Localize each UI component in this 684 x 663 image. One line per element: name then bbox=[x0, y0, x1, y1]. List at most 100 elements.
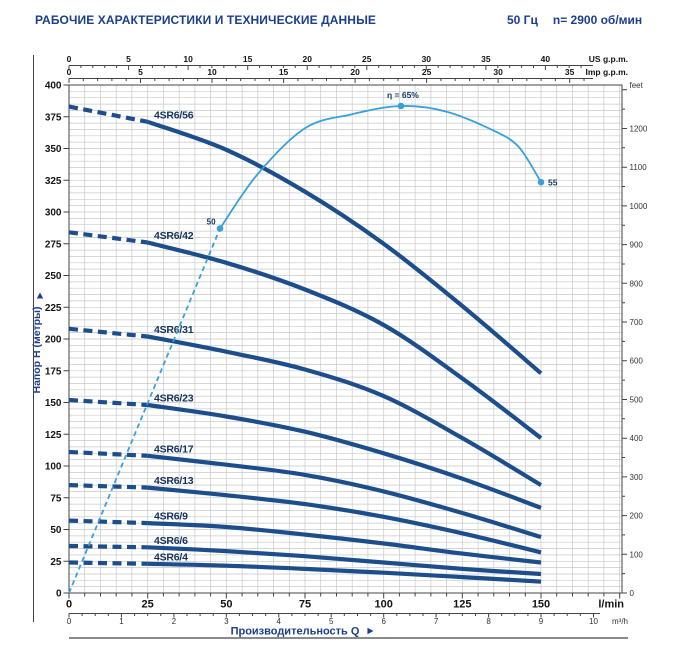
pump-curve-dashed-segment bbox=[68, 397, 148, 408]
right-axis-feet: 0 100 200 300 400 500 600 700 800 900 1000 1100 1200… bbox=[622, 81, 648, 598]
pump-curve-dashed-segment bbox=[68, 326, 148, 339]
left-axis-tick-label: 325 bbox=[45, 176, 62, 187]
m3h-tick-label: 1 bbox=[119, 617, 124, 626]
right-axis-tick-label: 1000 bbox=[630, 202, 648, 211]
efficiency-marker-dot-1 bbox=[397, 102, 405, 110]
pump-curve-dashed-segment bbox=[68, 483, 148, 490]
y-axis-title-text: Напор H (метры) bbox=[31, 307, 43, 394]
y-axis-arrow-icon bbox=[36, 292, 44, 299]
curve-label-4SR6-42: 4SR6/42 bbox=[154, 230, 194, 242]
bottom-axis-tick-label: 100 bbox=[374, 599, 392, 611]
top-axis-us-gpm-tick-label: 10 bbox=[183, 54, 193, 64]
top-axis-imp-gpm-tick-label: 0 bbox=[67, 67, 72, 77]
m3h-tick-label: 5 bbox=[329, 617, 334, 626]
curve-label-4SR6-23: 4SR6/23 bbox=[154, 393, 194, 405]
pump-curve-dashed-segment bbox=[68, 104, 149, 124]
efficiency-marker-label-0: 50 bbox=[207, 218, 216, 227]
efficiency-marker-dot-0 bbox=[216, 225, 224, 232]
right-axis-tick-label: 600 bbox=[630, 357, 644, 366]
left-axis-tick-label: 100 bbox=[45, 462, 62, 473]
top-axis-us-gpm-tick-label: 0 bbox=[67, 54, 72, 64]
pump-curve-4SR6-56: 4SR6/56 bbox=[68, 104, 543, 375]
m3h-tick-label: 2 bbox=[172, 617, 177, 626]
right-axis-tick-label: 100 bbox=[630, 550, 644, 559]
bottom-axis-m3h: 0 1 2 3 4 5 6 7 8 9 10 m³/h bbox=[67, 613, 628, 626]
figure-border bbox=[33, 55, 628, 639]
left-axis-ticks bbox=[63, 84, 69, 594]
m3h-tick-label: 4 bbox=[277, 617, 282, 626]
left-axis-tick-label: 400 bbox=[45, 81, 62, 92]
top-axis-us-gpm-tick-label: 20 bbox=[302, 54, 312, 64]
pump-curve-4SR6-23: 4SR6/23 bbox=[68, 393, 542, 510]
top-axis-us-gpm-tick-label: 40 bbox=[541, 54, 551, 64]
left-axis-tick-label: 0 bbox=[56, 589, 62, 600]
bottom-axis-lmin: 0 25 50 75 100 125 150 l/min bbox=[66, 593, 624, 611]
left-axis-tick-label: 150 bbox=[45, 398, 62, 409]
top-axis-imp-gpm-tick-label: 35 bbox=[565, 67, 575, 77]
top-axis-us-gpm-unit: US g.p.m. bbox=[589, 54, 628, 64]
x-axis-title: Производительность Q bbox=[231, 626, 374, 638]
left-axis-tick-label: 175 bbox=[45, 366, 62, 377]
pump-curve-4SR6-17: 4SR6/17 bbox=[68, 443, 542, 540]
pump-curve-dashed-segment bbox=[68, 543, 148, 550]
m3h-axis-unit: m³/h bbox=[612, 617, 628, 626]
m3h-tick-label: 10 bbox=[589, 617, 598, 626]
pump-curve-4SR6-42: 4SR6/42 bbox=[68, 230, 543, 440]
pump-curve-dashed-segment bbox=[68, 230, 148, 245]
efficiency-dashed-segment bbox=[68, 228, 221, 594]
pump-curve-4SR6-6: 4SR6/6 bbox=[68, 535, 542, 577]
right-axis-tick-label: 800 bbox=[630, 279, 644, 288]
bottom-axis-tick-label: 50 bbox=[220, 599, 232, 611]
bottom-axis-tick-label: 150 bbox=[532, 599, 550, 611]
m3h-tick-label: 8 bbox=[486, 617, 491, 626]
curve-label-4SR6-13: 4SR6/13 bbox=[154, 475, 194, 487]
top-axis-imp-gpm-unit: Imp g.p.m. bbox=[586, 67, 629, 77]
pump-curve-dashed-segment bbox=[68, 518, 148, 526]
top-axis-us-gpm-tick-label: 25 bbox=[362, 54, 372, 64]
top-axis-imp-gpm-tick-label: 10 bbox=[207, 67, 217, 77]
top-axis-us-gpm-tick-label: 15 bbox=[243, 54, 253, 64]
right-axis-tick-label: 500 bbox=[630, 395, 644, 404]
right-axis-tick-label: 200 bbox=[630, 512, 644, 521]
pump-curve-solid-segment bbox=[147, 334, 543, 487]
top-axis-imp-gpm-tick-label: 25 bbox=[422, 67, 432, 77]
curve-label-4SR6-17: 4SR6/17 bbox=[154, 443, 194, 455]
pump-curve-solid-segment bbox=[147, 240, 543, 440]
bottom-axis-tick-label: 25 bbox=[142, 599, 154, 611]
bottom-axis-ticks bbox=[68, 593, 621, 599]
right-axis-tick-label: 300 bbox=[630, 473, 644, 482]
left-axis-tick-label: 200 bbox=[45, 335, 62, 346]
top-axis-us-gpm: 0 5 10 15 20 25 30 35 40 US g.p.m. bbox=[67, 54, 628, 70]
x-axis-arrow-icon bbox=[367, 627, 374, 635]
efficiency-curve: 50 η = 65% 55 bbox=[68, 90, 558, 594]
efficiency-solid-segment bbox=[219, 105, 542, 230]
pump-curve-solid-segment bbox=[147, 485, 542, 555]
m3h-tick-label: 6 bbox=[381, 617, 386, 626]
left-axis-tick-label: 25 bbox=[50, 557, 62, 568]
pump-curve-solid-segment bbox=[147, 453, 542, 540]
pump-curve-4SR6-9: 4SR6/9 bbox=[68, 511, 542, 565]
frequency-label: 50 Гц bbox=[507, 13, 538, 27]
x-axis-title-text: Производительность Q bbox=[231, 626, 360, 638]
left-axis-tick-label: 250 bbox=[45, 271, 62, 282]
right-axis-tick-label: 400 bbox=[630, 434, 644, 443]
top-axis-imp-gpm-tick-label: 30 bbox=[493, 67, 503, 77]
m3h-tick-label: 0 bbox=[67, 617, 72, 626]
top-axis-imp-gpm-tick-label: 5 bbox=[138, 67, 143, 77]
bottom-axis-tick-label: 75 bbox=[299, 599, 311, 611]
top-axis-us-gpm-tick-label: 5 bbox=[126, 54, 131, 64]
left-axis-tick-label: 225 bbox=[45, 303, 62, 314]
pump-curve-4SR6-4: 4SR6/4 bbox=[68, 551, 542, 584]
y-axis-title: Напор H (метры) bbox=[31, 292, 44, 394]
right-axis-tick-label: 900 bbox=[630, 241, 644, 250]
left-axis-tick-label: 125 bbox=[45, 430, 62, 441]
top-axis-imp-gpm: 0 5 10 15 20 25 30 35 Imp g.p.m. bbox=[67, 67, 628, 83]
top-axis-us-gpm-ticks bbox=[68, 65, 582, 70]
pump-curve-solid-segment bbox=[146, 119, 543, 375]
pump-curve-dashed-segment bbox=[68, 449, 148, 458]
right-axis-tick-label: 1100 bbox=[630, 163, 648, 172]
top-axis-imp-gpm-ticks bbox=[68, 78, 585, 83]
left-axis-tick-label: 275 bbox=[45, 239, 62, 250]
